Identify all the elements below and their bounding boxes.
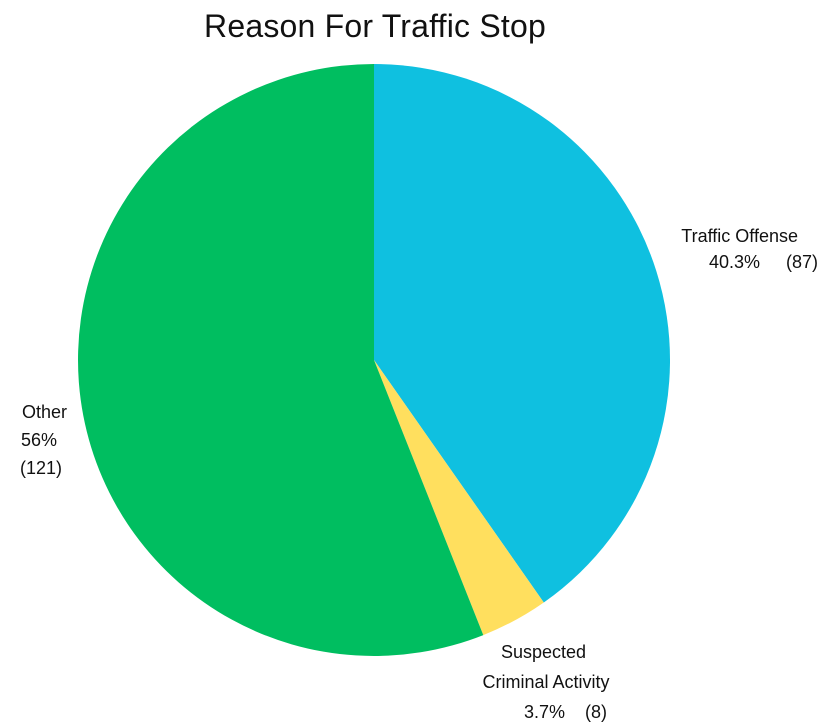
label-suspected-name-line1: Suspected	[501, 642, 586, 662]
label-other-count: (121)	[20, 458, 62, 478]
label-suspected-values: 3.7% (8)	[524, 702, 607, 722]
pie-slices	[78, 64, 671, 656]
label-traffic-offense-count: (87)	[786, 252, 818, 272]
label-other-percent: 56%	[21, 430, 57, 450]
label-traffic-offense: Traffic Offense 40.3% (87)	[681, 226, 818, 272]
label-traffic-offense-percent: 40.3%	[709, 252, 760, 272]
label-suspected-criminal-activity: Suspected Criminal Activity	[482, 642, 609, 692]
label-suspected-count: (8)	[585, 702, 607, 722]
chart-title: Reason For Traffic Stop	[204, 8, 546, 44]
label-traffic-offense-name: Traffic Offense	[681, 226, 798, 246]
label-suspected-percent: 3.7%	[524, 702, 565, 722]
pie-slice-suspected-criminal-activity	[374, 360, 544, 636]
pie-slice-other	[78, 64, 484, 656]
label-suspected-name-line2: Criminal Activity	[482, 672, 609, 692]
label-other-name: Other	[22, 402, 67, 422]
pie-slice-traffic-offense	[374, 64, 671, 603]
label-other: Other 56% (121)	[20, 402, 72, 478]
